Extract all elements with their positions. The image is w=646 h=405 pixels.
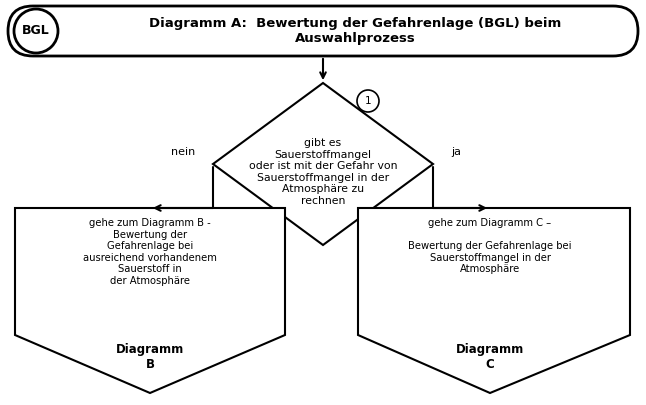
Text: Diagramm
B: Diagramm B	[116, 343, 184, 371]
Circle shape	[357, 90, 379, 112]
Text: Diagramm A:  Bewertung der Gefahrenlage (BGL) beim
Auswahlprozess: Diagramm A: Bewertung der Gefahrenlage (…	[149, 17, 561, 45]
Text: gibt es
Sauerstoffmangel
oder ist mit der Gefahr von
Sauerstoffmangel in der
Atm: gibt es Sauerstoffmangel oder ist mit de…	[249, 138, 397, 206]
Text: nein: nein	[171, 147, 195, 157]
Polygon shape	[15, 208, 285, 393]
Text: gehe zum Diagramm C –

Bewertung der Gefahrenlage bei
Sauerstoffmangel in der
At: gehe zum Diagramm C – Bewertung der Gefa…	[408, 218, 572, 275]
Text: BGL: BGL	[22, 24, 50, 38]
Text: Diagramm
C: Diagramm C	[456, 343, 524, 371]
FancyBboxPatch shape	[8, 6, 638, 56]
Text: ja: ja	[451, 147, 461, 157]
Polygon shape	[358, 208, 630, 393]
Text: 1: 1	[365, 96, 371, 106]
Text: gehe zum Diagramm B -
Bewertung der
Gefahrenlage bei
ausreichend vorhandenem
Sau: gehe zum Diagramm B - Bewertung der Gefa…	[83, 218, 217, 286]
Circle shape	[14, 9, 58, 53]
Polygon shape	[213, 83, 433, 245]
